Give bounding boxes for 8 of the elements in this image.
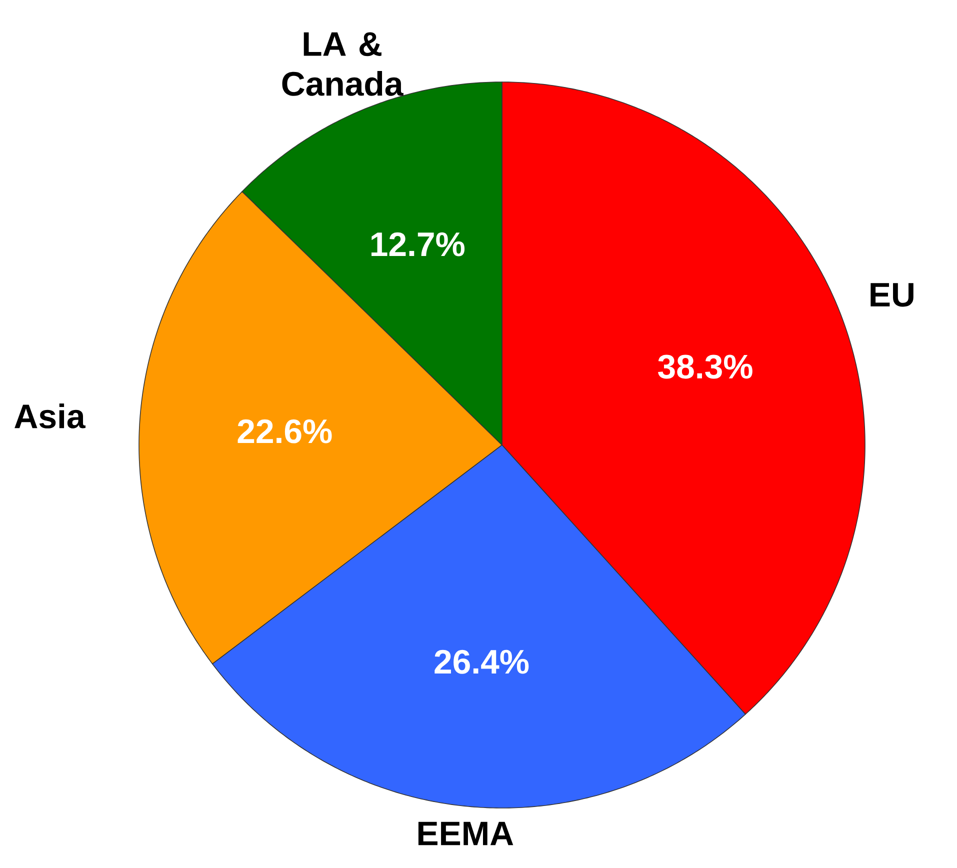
data-label: 38.3%: [658, 354, 752, 379]
slice-label: EEMA: [418, 822, 514, 846]
slice-label: EU: [870, 283, 914, 307]
data-label: 12.7%: [372, 232, 465, 256]
data-label: 22.6%: [238, 419, 332, 444]
data-label: 26.4%: [434, 650, 529, 674]
slice-label: Asia: [14, 404, 86, 428]
slice-label: LA & Canada: [282, 32, 404, 96]
